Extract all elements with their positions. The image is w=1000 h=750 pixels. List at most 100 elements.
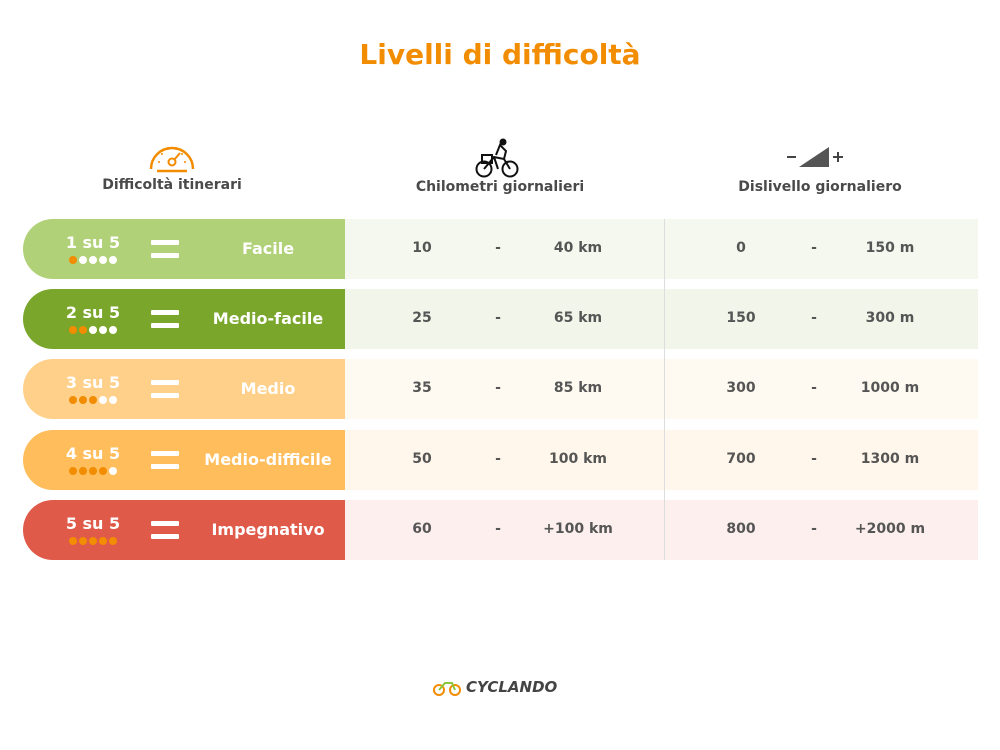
km-max: 65 km [553,310,603,326]
difficulty-dot [89,537,97,545]
km-min: 60 [412,521,432,537]
difficulty-dot [109,467,117,475]
difficulty-row: 2 su 5 Medio-facile 25 - 65 km 150 - 300… [23,289,978,349]
elevation-min: 800 [726,521,756,537]
difficulty-pill: 5 su 5 Impegnativo [23,500,345,560]
difficulty-name: Impegnativo [211,520,325,539]
difficulty-row: 4 su 5 Medio-difficile 50 - 100 km 700 -… [23,430,978,490]
difficulty-name: Medio-facile [212,309,324,328]
difficulty-dot [69,537,77,545]
difficulty-row: 5 su 5 Impegnativo 60 - +100 km 800 - +2… [23,500,978,560]
values-area: 60 - +100 km 800 - +2000 m [345,500,978,560]
km-separator: - [495,380,501,396]
elevation-min: 700 [726,451,756,467]
difficulty-dot [99,537,107,545]
difficulty-dot [109,326,117,334]
difficulty-dot [109,537,117,545]
speedometer-icon [149,146,195,173]
elevation-max: 1300 m [860,451,920,467]
equals-icon [151,521,179,539]
level-dots [69,326,117,334]
level-label: 3 su 5 [65,373,121,392]
level-label: 5 su 5 [65,514,121,533]
km-max: 85 km [553,380,603,396]
equals-icon [151,380,179,398]
difficulty-dot [69,326,77,334]
difficulty-dot [99,326,107,334]
difficulty-name: Facile [241,239,295,258]
equals-icon [151,310,179,328]
difficulty-name: Medio-difficile [204,450,332,469]
equals-icon [151,451,179,469]
km-separator: - [495,310,501,326]
column-divider [664,219,665,560]
difficulty-pill: 1 su 5 Facile [23,219,345,279]
difficulty-dot [109,256,117,264]
logo-text: CYCLANDO [466,678,558,696]
elevation-slope-icon [787,147,843,167]
km-min: 25 [412,310,432,326]
cyclist-icon [475,138,519,178]
elevation-separator: - [811,310,817,326]
elevation-separator: - [811,380,817,396]
km-min: 50 [412,451,432,467]
difficulty-row: 1 su 5 Facile 10 - 40 km 0 - 150 m [23,219,978,279]
elevation-max: 1000 m [860,380,920,396]
level-dots [69,396,117,404]
difficulty-name: Medio [240,379,296,398]
difficulty-dot [79,467,87,475]
bike-logo-icon [433,682,461,696]
elevation-max: 300 m [865,310,915,326]
difficulty-dot [89,256,97,264]
difficulty-dot [89,467,97,475]
elevation-min: 300 [726,380,756,396]
difficulty-dot [79,396,87,404]
level-dots [69,537,117,545]
elevation-min: 150 [726,310,756,326]
header-difficulty: Difficoltà itinerari [102,177,242,193]
level-label: 1 su 5 [65,233,121,252]
level-dots [69,256,117,264]
difficulty-dot [79,326,87,334]
difficulty-dot [89,326,97,334]
difficulty-dot [79,256,87,264]
difficulty-pill: 4 su 5 Medio-difficile [23,430,345,490]
header-elevation: Dislivello giornaliero [738,179,902,195]
difficulty-dot [69,467,77,475]
values-area: 50 - 100 km 700 - 1300 m [345,430,978,490]
difficulty-dot [99,396,107,404]
logo: CYCLANDO [432,678,557,696]
elevation-max: +2000 m [854,521,926,537]
km-max: 40 km [553,240,603,256]
values-area: 25 - 65 km 150 - 300 m [345,289,978,349]
difficulty-pill: 3 su 5 Medio [23,359,345,419]
km-max: +100 km [543,521,613,537]
level-dots [69,467,117,475]
values-area: 10 - 40 km 0 - 150 m [345,219,978,279]
difficulty-dot [89,396,97,404]
difficulty-dot [99,256,107,264]
difficulty-dot [79,537,87,545]
equals-icon [151,240,179,258]
level-label: 2 su 5 [65,303,121,322]
km-max: 100 km [549,451,607,467]
difficulty-dot [109,396,117,404]
km-separator: - [495,521,501,537]
km-min: 10 [412,240,432,256]
elevation-separator: - [811,521,817,537]
elevation-separator: - [811,451,817,467]
elevation-separator: - [811,240,817,256]
level-label: 4 su 5 [65,444,121,463]
difficulty-dot [69,396,77,404]
difficulty-pill: 2 su 5 Medio-facile [23,289,345,349]
elevation-min: 0 [736,240,746,256]
difficulty-dot [99,467,107,475]
header-km: Chilometri giornalieri [415,179,585,195]
elevation-max: 150 m [865,240,915,256]
km-separator: - [495,451,501,467]
difficulty-row: 3 su 5 Medio 35 - 85 km 300 - 1000 m [23,359,978,419]
km-min: 35 [412,380,432,396]
km-separator: - [495,240,501,256]
page-title: Livelli di difficoltà [359,38,641,71]
difficulty-dot [69,256,77,264]
